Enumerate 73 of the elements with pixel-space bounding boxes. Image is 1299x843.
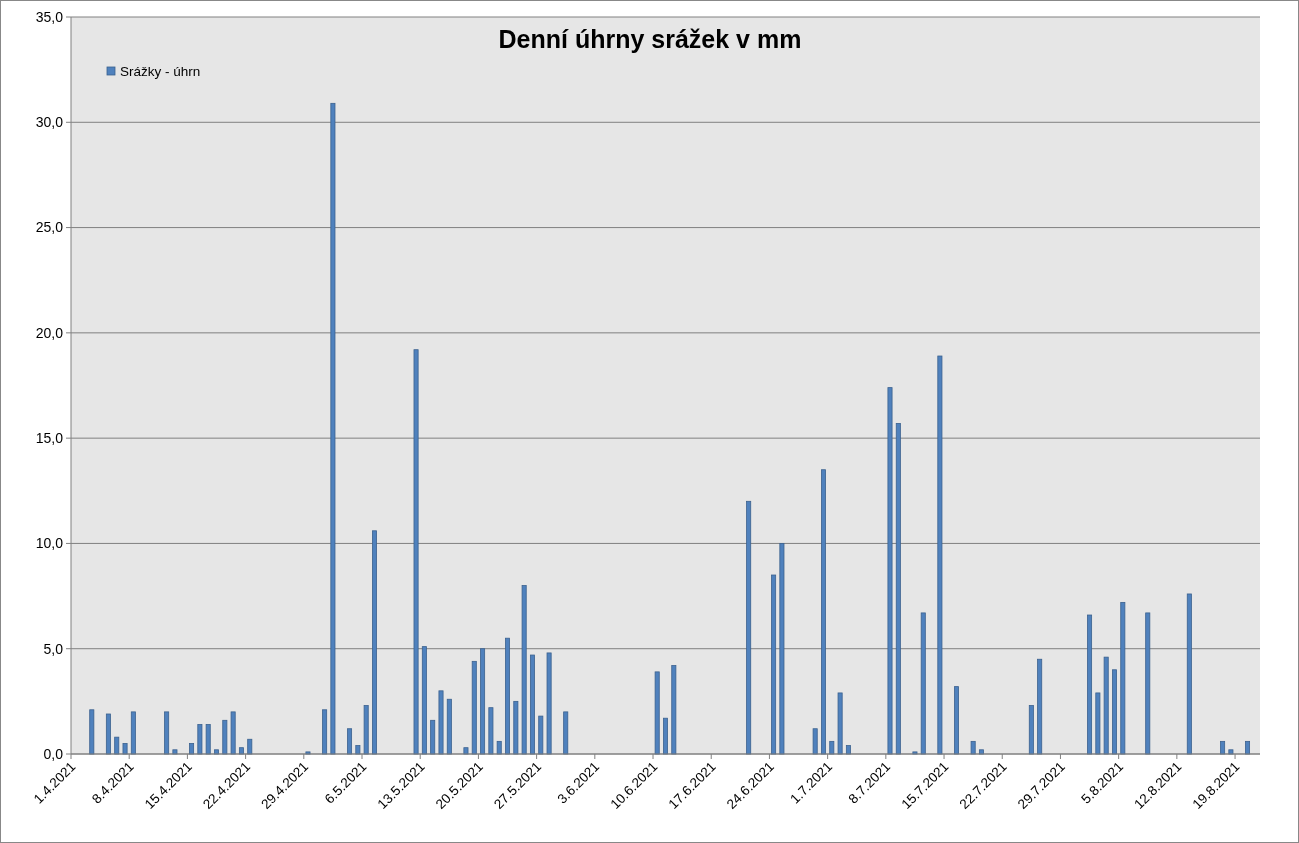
bar: [779, 543, 785, 755]
bar: [538, 715, 544, 755]
bar: [954, 686, 959, 755]
bar: [89, 709, 95, 755]
bar: [230, 711, 236, 755]
bar: [322, 709, 328, 755]
bar: [1037, 658, 1043, 755]
bar: [563, 711, 569, 755]
y-tick-label: 20,0: [35, 324, 64, 341]
bar: [746, 500, 752, 755]
bar: [122, 743, 128, 755]
bar: [837, 692, 843, 755]
bar: [438, 690, 444, 755]
bar: [430, 719, 436, 755]
bar: [114, 736, 120, 755]
bar: [671, 665, 677, 755]
bar: [771, 574, 777, 755]
bar: [1087, 614, 1093, 755]
bar: [513, 700, 519, 755]
bar: [505, 637, 510, 755]
bar: [247, 738, 253, 755]
bar: [421, 646, 427, 755]
bar: [222, 719, 228, 755]
bar: [205, 724, 211, 755]
bar: [363, 705, 369, 755]
bar: [1095, 692, 1101, 755]
bar: [529, 654, 535, 755]
bar: [488, 707, 494, 755]
bar: [172, 749, 178, 755]
bar: [1186, 593, 1192, 755]
y-tick-label: 35,0: [35, 8, 64, 25]
bar: [355, 745, 361, 755]
bar: [413, 349, 419, 755]
bar: [521, 585, 527, 755]
bar: [471, 660, 477, 755]
bar: [920, 612, 926, 755]
legend-label: Srážky - úhrn: [120, 63, 201, 79]
bar: [663, 717, 668, 755]
bar: [446, 698, 452, 755]
bar: [546, 652, 552, 755]
bar: [812, 728, 818, 755]
bar: [654, 671, 660, 755]
bar: [347, 728, 353, 755]
y-tick-label: 30,0: [35, 114, 64, 131]
y-tick-label: 10,0: [35, 535, 64, 552]
bar: [829, 740, 835, 755]
bar: [1245, 740, 1251, 755]
chart-title: Denní úhrny srážek v mm: [498, 25, 802, 53]
bar: [463, 747, 469, 755]
bar: [1220, 740, 1226, 755]
bar: [1028, 705, 1034, 755]
bar: [480, 648, 486, 755]
bar: [1228, 749, 1234, 755]
bar: [970, 740, 976, 755]
bar: [1103, 656, 1109, 755]
bar: [887, 387, 893, 755]
bar: [937, 355, 943, 755]
y-tick-label: 25,0: [35, 219, 64, 236]
bar: [105, 713, 111, 755]
bar: [164, 711, 170, 755]
bar: [372, 530, 377, 755]
bar: [1112, 669, 1117, 755]
bar: [821, 469, 826, 755]
bar: [130, 711, 136, 755]
bar: [330, 102, 336, 755]
y-tick-label: 0,0: [43, 745, 64, 762]
y-tick-label: 15,0: [35, 430, 64, 447]
bar: [1145, 612, 1151, 755]
bar: [1120, 601, 1126, 755]
bar: [895, 423, 901, 755]
y-tick-label: 5,0: [43, 640, 64, 657]
bar: [197, 724, 203, 755]
bar: [496, 740, 502, 755]
